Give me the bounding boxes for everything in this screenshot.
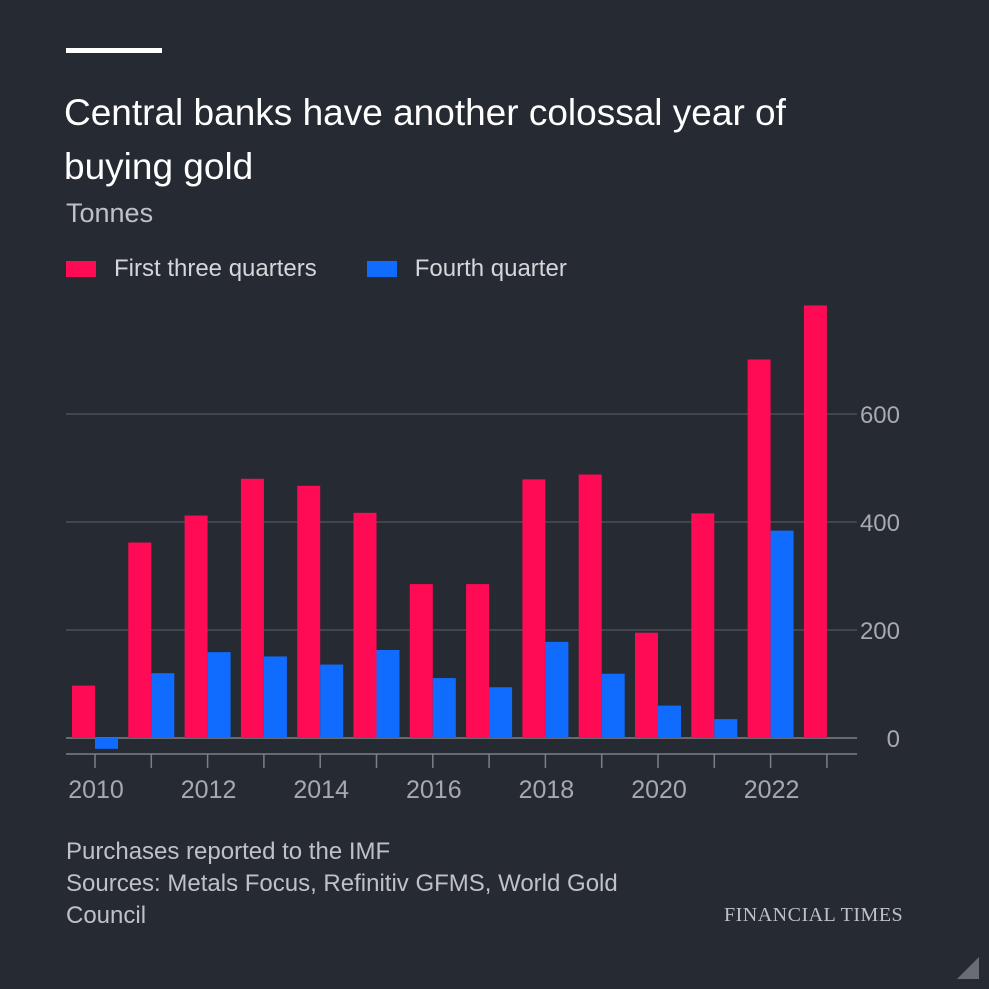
legend-item-fourth: Fourth quarter [366,255,567,283]
legend-item-first: First three quarters [66,255,317,283]
bar-first-2023 [803,305,827,738]
bar-fourth-2013 [263,656,287,738]
bar-first-2010 [72,685,95,738]
bar-fourth-2015 [376,649,400,738]
bar-fourth-2012 [207,652,231,738]
bar-first-2011 [128,542,152,738]
bar-first-2021 [691,513,715,738]
bar-first-2013 [240,478,264,738]
chart-subtitle: Tonnes [66,198,154,228]
y-tick-label: 400 [860,510,900,537]
x-tick-label: 2010 [68,776,124,804]
bar-first-2012 [184,515,208,738]
sources-text: Sources: Metals Focus, Refinitiv GFMS, W… [66,870,618,929]
x-tick-label: 2016 [406,776,462,804]
bar-fourth-2017 [489,687,513,738]
bar-fourth-2010 [95,738,118,749]
chart-footnote: Purchases reported to the IMF Sources: M… [66,836,646,932]
bar-first-2014 [297,485,321,738]
bar-fourth-2022 [770,530,794,738]
chart-title: Central banks have another colossal year… [64,92,786,187]
bar-fourth-2021 [714,719,738,738]
x-tick-label: 2020 [631,776,687,804]
x-tick-label: 2012 [181,776,237,804]
legend-label-first: First three quarters [114,255,317,282]
bar-first-2015 [353,512,377,738]
y-tick-label: 0 [887,726,900,753]
header-rule [66,48,162,53]
x-tick-label: 2018 [519,776,575,804]
bar-first-2018 [522,479,546,738]
legend-swatch-fourth [366,261,397,277]
bar-first-2022 [747,359,771,738]
y-tick-label: 600 [860,402,900,429]
bar-first-2017 [466,584,490,738]
bar-fourth-2016 [432,678,456,738]
legend-label-fourth: Fourth quarter [414,255,567,282]
bar-first-2020 [635,632,658,738]
footnote-text: Purchases reported to the IMF [66,838,391,865]
bar-first-2019 [578,474,602,738]
bar-fourth-2019 [601,673,625,738]
legend: First three quarters Fourth quarter [66,255,617,283]
x-tick-label: 2014 [293,776,349,804]
ft-logo: FINANCIAL TIMES [724,904,904,926]
x-tick-label: 2022 [744,776,800,804]
bar-fourth-2014 [320,664,344,738]
resize-corner-icon [957,957,979,979]
y-tick-label: 200 [860,618,900,645]
bar-fourth-2011 [151,673,175,738]
legend-swatch-first [66,261,96,277]
bar-fourth-2018 [545,641,569,738]
bar-fourth-2020 [658,705,681,738]
bar-first-2016 [409,584,433,738]
